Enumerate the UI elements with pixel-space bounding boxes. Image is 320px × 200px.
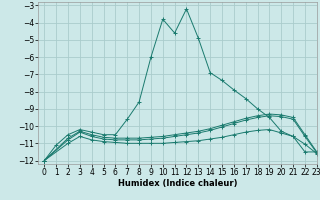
X-axis label: Humidex (Indice chaleur): Humidex (Indice chaleur) — [118, 179, 237, 188]
